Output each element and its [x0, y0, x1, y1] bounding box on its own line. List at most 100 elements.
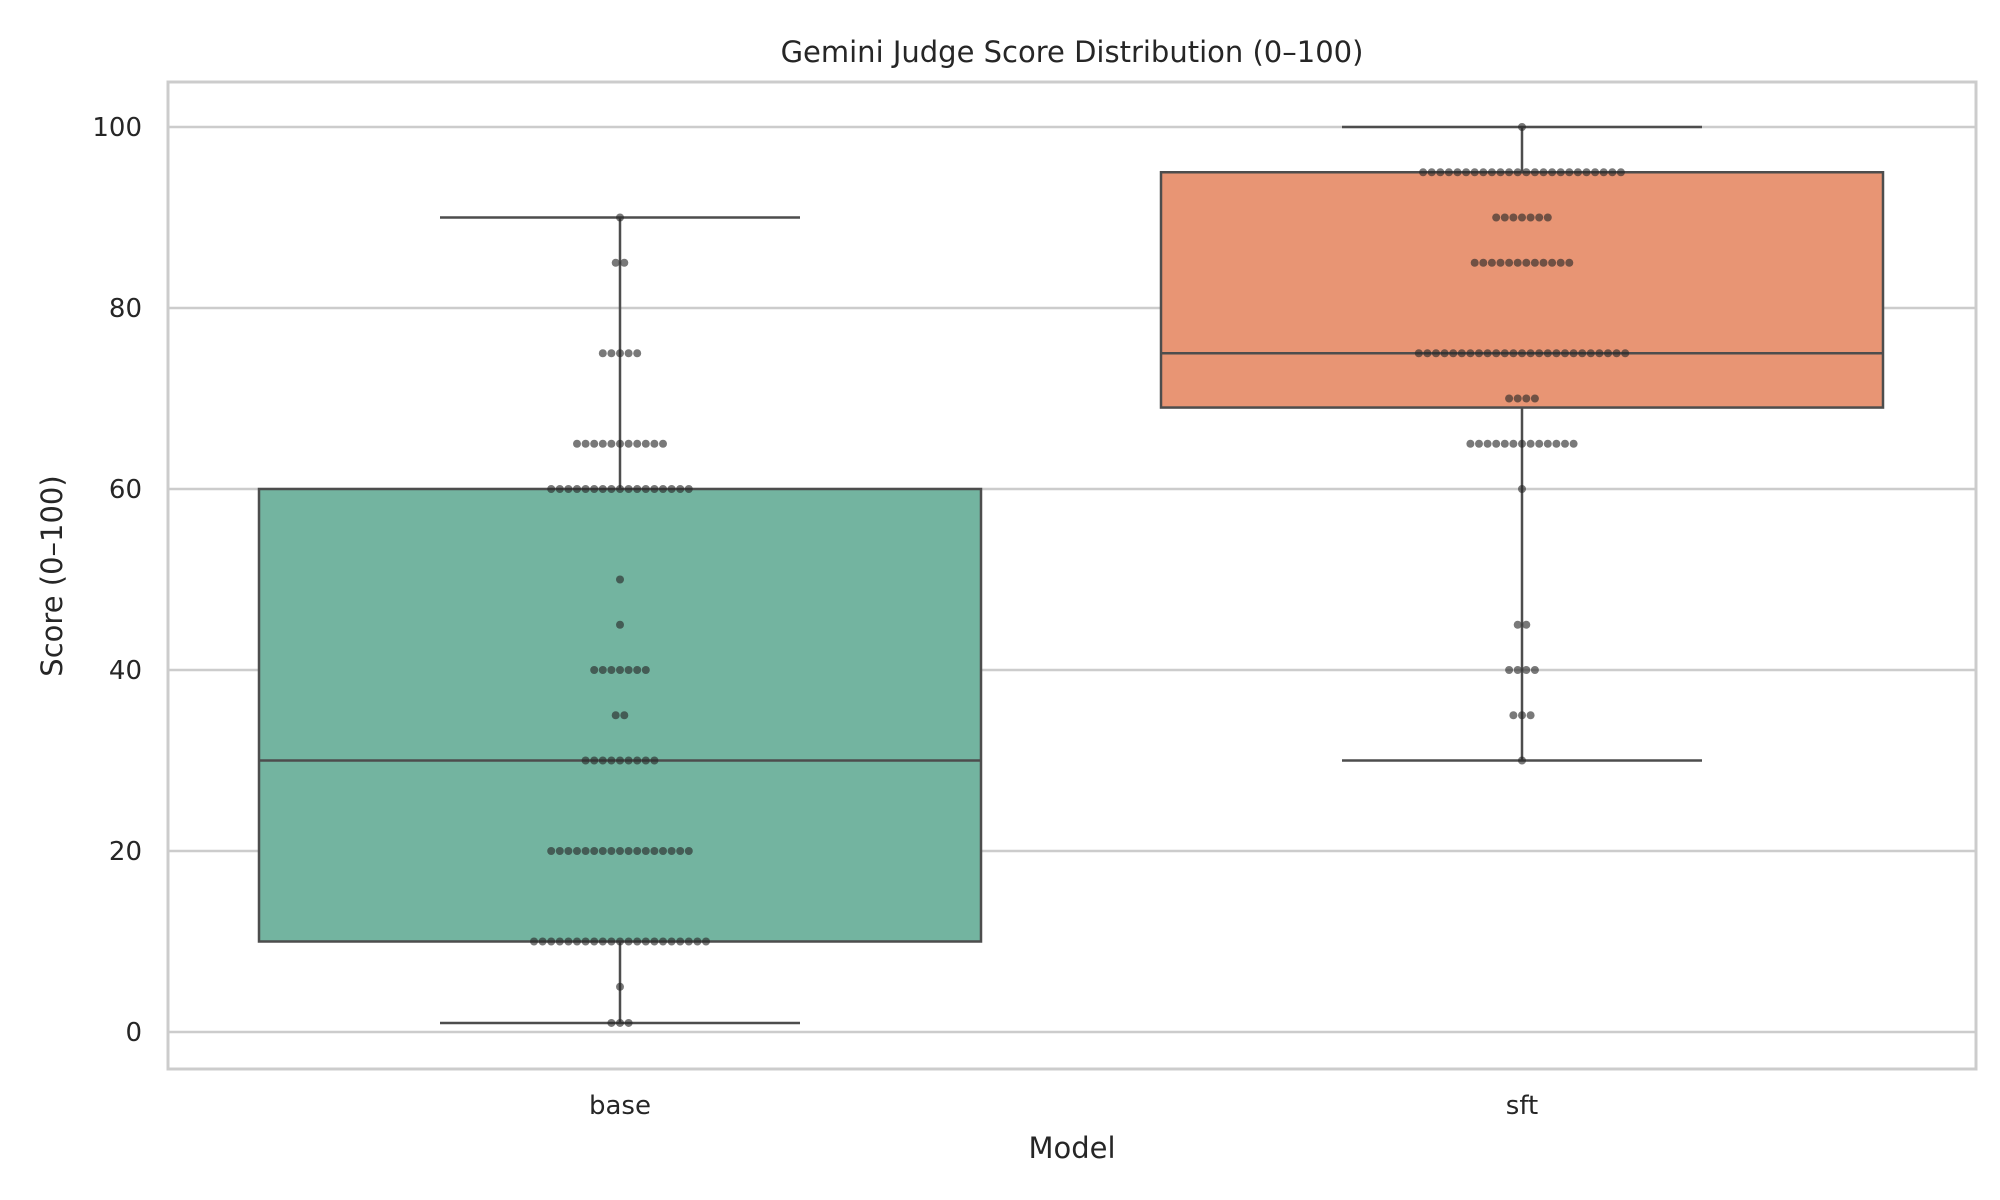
data-point: [616, 847, 624, 855]
data-point: [1487, 168, 1496, 177]
data-point: [607, 666, 616, 674]
data-point: [1444, 168, 1453, 177]
data-point: [624, 847, 633, 855]
data-point: [1457, 349, 1466, 358]
data-point: [598, 485, 607, 493]
data-point: [1505, 394, 1514, 403]
data-point: [633, 756, 642, 765]
data-point: [616, 1018, 624, 1027]
data-point: [624, 666, 633, 674]
data-point: [607, 937, 616, 946]
data-point: [1526, 213, 1535, 222]
data-point: [1500, 439, 1509, 448]
data-point: [590, 485, 599, 493]
data-point: [1569, 439, 1578, 448]
data-point: [538, 937, 547, 946]
data-point: [1505, 168, 1514, 177]
data-point: [1522, 666, 1531, 674]
data-point: [1466, 439, 1475, 448]
y-tick-label-80: 80: [109, 294, 142, 324]
data-point: [1556, 258, 1565, 267]
data-point: [1561, 439, 1569, 448]
data-point: [555, 847, 564, 855]
data-point: [564, 485, 573, 493]
data-point: [1518, 756, 1526, 765]
data-point: [573, 847, 581, 855]
data-point: [1483, 439, 1492, 448]
data-point: [1505, 258, 1514, 267]
chart-title: Gemini Judge Score Distribution (0–100): [781, 35, 1364, 69]
y-tick-label-100: 100: [92, 113, 142, 143]
data-point: [1496, 258, 1505, 267]
data-point: [590, 847, 599, 855]
data-point: [607, 847, 616, 855]
data-point: [1595, 349, 1604, 358]
data-point: [1500, 213, 1509, 222]
data-point: [684, 847, 693, 855]
data-point: [1513, 620, 1522, 629]
data-point: [624, 439, 633, 448]
data-point: [598, 439, 607, 448]
data-point: [659, 847, 667, 855]
box-body: [1159, 171, 1885, 409]
data-point: [598, 847, 607, 855]
data-point: [1492, 349, 1501, 358]
data-point: [1518, 439, 1526, 448]
data-point: [564, 847, 573, 855]
data-point: [1548, 258, 1557, 267]
data-point: [555, 937, 564, 946]
data-point: [573, 439, 581, 448]
box-base: [257, 216, 983, 1025]
data-point: [616, 213, 624, 222]
data-point: [1543, 213, 1552, 222]
data-point: [616, 439, 624, 448]
data-point: [1543, 349, 1552, 358]
data-point: [641, 756, 650, 765]
data-point: [616, 575, 624, 584]
data-point: [633, 847, 642, 855]
data-point: [1522, 168, 1531, 177]
data-point: [1565, 168, 1574, 177]
data-point: [1466, 349, 1475, 358]
data-point: [1530, 258, 1539, 267]
y-tick-label-40: 40: [109, 656, 142, 686]
data-point: [641, 937, 650, 946]
data-point: [1569, 349, 1578, 358]
data-point: [611, 711, 620, 720]
data-point: [1449, 349, 1458, 358]
x-tick-label-sft: sft: [1506, 1091, 1538, 1121]
data-point: [590, 937, 599, 946]
data-point: [1526, 711, 1535, 720]
data-point: [650, 937, 659, 946]
data-point: [650, 756, 659, 765]
data-point: [1621, 349, 1630, 358]
data-point: [616, 756, 624, 765]
data-point: [702, 937, 710, 946]
data-point: [1513, 666, 1522, 674]
data-point: [1509, 711, 1518, 720]
data-point: [1509, 213, 1518, 222]
data-point: [1427, 168, 1436, 177]
data-point: [1522, 258, 1531, 267]
data-point: [590, 756, 599, 765]
data-point: [624, 485, 633, 493]
y-tick-label-60: 60: [109, 475, 142, 505]
data-point: [1616, 168, 1625, 177]
data-point: [620, 258, 629, 267]
data-point: [547, 847, 556, 855]
data-point: [581, 756, 590, 765]
data-point: [1453, 168, 1462, 177]
data-point: [607, 1018, 616, 1027]
data-point: [555, 485, 564, 493]
data-point: [624, 1018, 633, 1027]
data-point: [633, 666, 642, 674]
data-point: [1578, 349, 1587, 358]
data-point: [676, 485, 685, 493]
data-point: [1543, 439, 1552, 448]
data-point: [1492, 439, 1501, 448]
data-point: [659, 439, 667, 448]
data-point: [1509, 439, 1518, 448]
data-point: [1518, 485, 1526, 493]
data-point: [581, 485, 590, 493]
